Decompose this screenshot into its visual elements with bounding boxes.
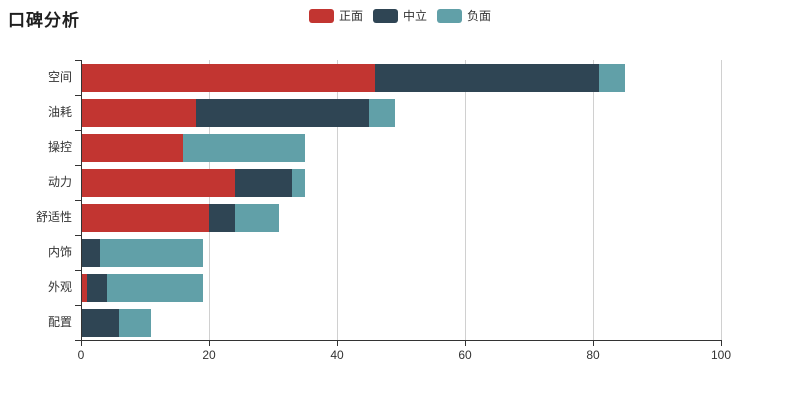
x-axis-tick bbox=[337, 341, 338, 346]
bar-segment-positive[interactable] bbox=[81, 63, 376, 92]
category-label: 配置 bbox=[47, 315, 72, 329]
x-axis-tick-label: 80 bbox=[586, 348, 600, 362]
bar-segment-negative[interactable] bbox=[100, 238, 203, 267]
x-axis-tick bbox=[81, 341, 82, 346]
bar-segment-neutral[interactable] bbox=[375, 63, 600, 92]
y-axis-tick bbox=[75, 95, 81, 96]
bar-segment-neutral[interactable] bbox=[87, 273, 107, 302]
gridline-x-20 bbox=[209, 60, 210, 340]
chart-title: 口碑分析 bbox=[8, 11, 80, 30]
x-axis-tick-label: 40 bbox=[330, 348, 344, 362]
y-axis-tick bbox=[75, 340, 81, 341]
x-axis-tick bbox=[593, 341, 594, 346]
legend-label-neutral: 中立 bbox=[402, 9, 427, 23]
bar-segment-positive[interactable] bbox=[81, 98, 197, 127]
x-axis-tick bbox=[209, 341, 210, 346]
y-axis-tick bbox=[75, 270, 81, 271]
category-label: 操控 bbox=[47, 140, 72, 154]
bar-segment-neutral[interactable] bbox=[81, 308, 120, 337]
legend: 正面 中立 负面 bbox=[0, 7, 800, 24]
bar-row-6 bbox=[81, 238, 203, 267]
legend-label-negative: 负面 bbox=[467, 9, 492, 23]
y-axis-tick bbox=[75, 130, 81, 131]
x-axis-tick-label: 60 bbox=[458, 348, 472, 362]
bar-segment-negative[interactable] bbox=[119, 308, 152, 337]
category-label: 内饰 bbox=[47, 245, 72, 259]
bar-segment-neutral[interactable] bbox=[209, 203, 235, 232]
x-axis-tick-label: 0 bbox=[77, 348, 85, 362]
bar-segment-negative[interactable] bbox=[292, 168, 305, 197]
bar-segment-positive[interactable] bbox=[81, 133, 184, 162]
bar-row-2 bbox=[81, 98, 395, 127]
legend-item-neutral[interactable]: 中立 bbox=[372, 7, 427, 24]
legend-swatch-positive bbox=[308, 8, 334, 23]
y-axis-tick bbox=[75, 200, 81, 201]
bar-segment-negative[interactable] bbox=[368, 98, 395, 127]
bar-segment-positive[interactable] bbox=[81, 168, 235, 197]
category-label: 油耗 bbox=[47, 105, 72, 119]
bar-segment-neutral[interactable] bbox=[196, 98, 369, 127]
x-axis-line bbox=[75, 340, 722, 341]
gridline-x-100 bbox=[721, 60, 722, 340]
bar-row-5 bbox=[81, 203, 280, 232]
bar-segment-neutral[interactable] bbox=[81, 238, 101, 267]
legend-swatch-negative bbox=[437, 8, 462, 23]
y-axis-tick bbox=[75, 305, 81, 306]
bar-segment-negative[interactable] bbox=[106, 273, 203, 302]
x-axis-tick-label: 20 bbox=[202, 348, 216, 362]
y-axis-tick bbox=[75, 235, 81, 236]
x-axis-tick bbox=[465, 341, 466, 346]
x-axis-tick-label: 100 bbox=[710, 348, 732, 362]
gridline-x-80 bbox=[593, 60, 594, 340]
category-label: 空间 bbox=[47, 70, 72, 84]
legend-item-negative[interactable]: 负面 bbox=[437, 7, 491, 24]
bar-row-7 bbox=[81, 273, 203, 302]
bar-segment-negative[interactable] bbox=[183, 133, 305, 162]
bar-segment-positive[interactable] bbox=[81, 273, 88, 302]
bar-row-8 bbox=[81, 308, 152, 337]
bar-row-1 bbox=[81, 63, 625, 92]
bar-segment-negative[interactable] bbox=[234, 203, 280, 232]
legend-item-positive[interactable]: 正面 bbox=[308, 7, 363, 24]
bar-row-3 bbox=[81, 133, 305, 162]
legend-swatch-neutral bbox=[372, 8, 398, 23]
y-axis-tick bbox=[75, 165, 81, 166]
category-label: 舒适性 bbox=[35, 210, 72, 224]
category-label: 外观 bbox=[47, 280, 72, 294]
bar-segment-negative[interactable] bbox=[599, 63, 625, 92]
x-axis-tick bbox=[721, 341, 722, 346]
gridline-x-60 bbox=[465, 60, 466, 340]
legend-label-positive: 正面 bbox=[338, 9, 363, 23]
y-axis-tick bbox=[75, 60, 81, 61]
y-axis-line bbox=[81, 60, 82, 341]
bar-segment-neutral[interactable] bbox=[234, 168, 293, 197]
category-label: 动力 bbox=[47, 175, 72, 189]
bar-segment-positive[interactable] bbox=[81, 203, 209, 232]
gridline-x-40 bbox=[337, 60, 338, 340]
bar-row-4 bbox=[81, 168, 305, 197]
